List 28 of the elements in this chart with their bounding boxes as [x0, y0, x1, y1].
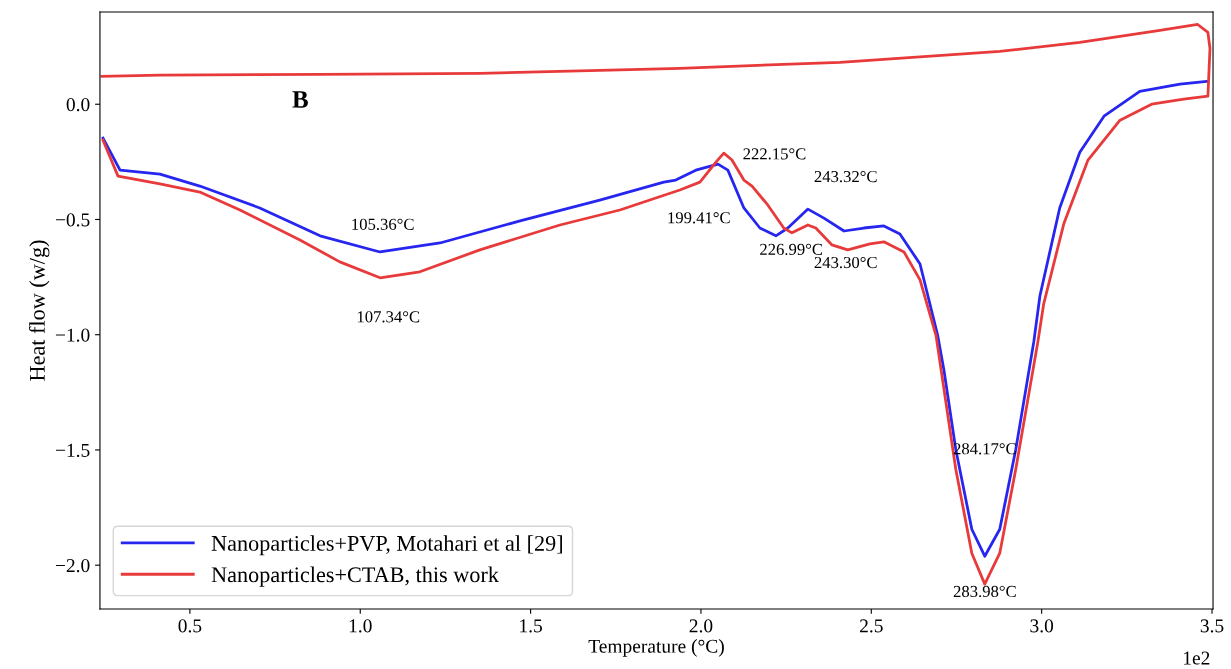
annotation: 243.32°C [814, 170, 877, 183]
annotation: 243.30°C [814, 256, 877, 269]
annotation: B [292, 91, 308, 108]
text: 1e2 [1184, 651, 1210, 665]
x-tick-label: 0.5 [178, 619, 202, 633]
annotation: 105.36°C [352, 218, 414, 230]
x-tick-label: 1.0 [349, 619, 372, 633]
x-axis-title: Temperature (°C) [588, 639, 724, 657]
x-tick-label: 2.0 [689, 619, 713, 633]
x-tick-label: 1.5 [520, 619, 542, 633]
x-tick-label: 2.5 [860, 619, 883, 633]
y-tick-label: −0.5 [55, 213, 90, 227]
y-tick-label: −1.5 [55, 443, 90, 457]
y-tick-label: −1.0 [55, 328, 90, 342]
annotation: 222.15°C [743, 148, 806, 160]
annotation: 283.98°C [953, 585, 1016, 598]
legend-label: Nanoparticles+CTAB, this work [211, 566, 499, 587]
x-tick-label: 3.5 [1200, 619, 1224, 633]
y-axis-title: Heat flow (w/g) [28, 240, 50, 381]
legend-label: Nanoparticles+PVP, Motahari et al [29] [211, 535, 562, 556]
annotation: 226.99°C [760, 243, 823, 256]
annotation: 107.34°C [357, 311, 420, 323]
x-tick-label: 3.0 [1030, 619, 1054, 633]
y-tick-label: −2.0 [55, 559, 90, 573]
line-series [101, 79, 1210, 558]
line-series [100, 23, 1212, 586]
y-tick-label: 0.0 [66, 98, 90, 112]
annotation: 199.41°C [668, 212, 730, 224]
